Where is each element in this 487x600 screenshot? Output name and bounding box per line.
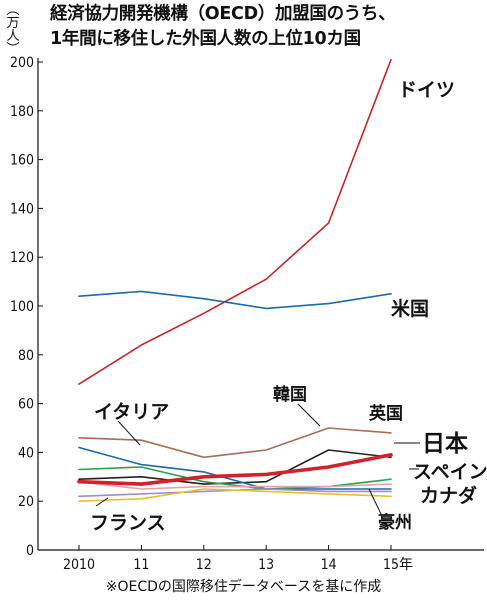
y-tick-label: 160	[10, 153, 34, 169]
label-leader-line	[95, 497, 109, 507]
series-line-フランス	[78, 488, 392, 503]
series-label-カナダ: カナダ	[420, 484, 477, 507]
y-axis-unit: ︵ 万人 ︶	[6, 3, 20, 57]
series-label-スペイン: スペイン	[413, 461, 487, 483]
y-tick-label: 20	[18, 494, 34, 510]
y-tick-label: 180	[10, 104, 34, 120]
x-tick-label: 13	[258, 557, 274, 573]
x-tick-label: 12	[196, 557, 212, 573]
series-label-イタリア: イタリア	[94, 401, 169, 423]
title-line-2: 1年間に移住した外国人数の上位10カ国	[50, 29, 361, 49]
series-label-米国: 米国	[391, 297, 429, 320]
series-label-韓国: 韓国	[273, 384, 307, 405]
title-line-1: 経済協力開発機構（OECD）加盟国のうち、	[50, 4, 396, 24]
y-tick-label: 140	[10, 201, 34, 217]
y-tick-label: 0	[26, 543, 34, 559]
series-line-スペイン	[78, 466, 392, 490]
x-tick-label: 15年	[383, 557, 413, 573]
series-line-英国	[78, 427, 392, 459]
series-label-ドイツ: ドイツ	[398, 79, 455, 101]
label-leader-line	[297, 403, 321, 427]
series-label-英国: 英国	[369, 403, 403, 424]
source-footnote: ※OECDの国際移住データベースを基に作成	[105, 579, 382, 595]
y-tick-label: 60	[18, 397, 34, 413]
y-tick-label: 40	[18, 445, 34, 461]
series-label-フランス: フランス	[90, 512, 166, 534]
label-leader-line	[368, 488, 382, 515]
series-line-イタリア	[78, 446, 392, 490]
x-tick-label: 11	[133, 557, 149, 573]
series-line-日本	[77, 452, 393, 486]
y-tick-label: 100	[10, 299, 34, 315]
y-tick-label: 200	[10, 55, 34, 71]
series-line-ドイツ	[78, 58, 392, 385]
x-tick-label: 2010	[63, 557, 95, 573]
chart-title: 経済協力開発機構（OECD）加盟国のうち、 1年間に移住した外国人数の上位10カ…	[50, 2, 482, 52]
y-tick-label: 120	[10, 250, 34, 266]
series-label-豪州: 豪州	[378, 512, 412, 533]
series-label-日本: 日本	[422, 431, 468, 457]
series-line-米国	[78, 290, 392, 310]
series-line-韓国	[78, 449, 392, 485]
label-leader-line	[117, 420, 141, 446]
x-tick-label: 14	[321, 557, 337, 573]
series-line-カナダ	[78, 480, 392, 490]
y-tick-label: 80	[18, 348, 34, 364]
